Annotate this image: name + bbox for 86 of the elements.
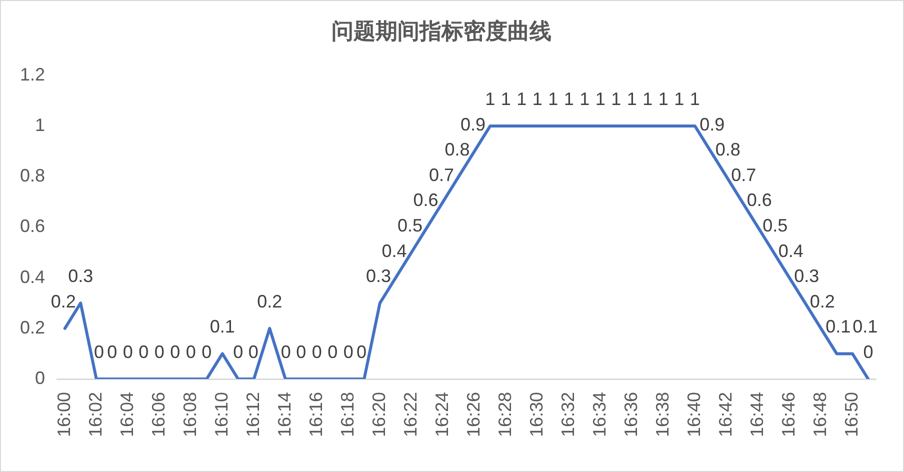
data-label: 1 (595, 89, 606, 109)
x-tick-label: 16:46 (778, 392, 798, 438)
x-tick-label: 16:48 (810, 392, 830, 438)
data-label: 0.1 (852, 316, 878, 337)
x-tick-label: 16:36 (620, 392, 641, 438)
x-tick-label: 16:22 (400, 392, 420, 438)
data-label: 0.1 (210, 316, 235, 337)
y-tick-label: 0.6 (20, 216, 45, 236)
data-label: 0.7 (731, 164, 756, 185)
data-label: 0.1 (826, 316, 851, 337)
data-label: 0.2 (50, 291, 76, 312)
y-tick-label: 0.8 (20, 166, 45, 186)
data-label: 1 (626, 89, 637, 109)
data-label: 1 (500, 89, 511, 109)
x-tick-label: 16:44 (746, 392, 767, 438)
y-tick-label: 1.2 (20, 64, 45, 84)
x-tick-label: 16:16 (306, 392, 326, 438)
x-tick-label: 16:26 (463, 392, 484, 438)
data-label: 1 (532, 89, 542, 109)
data-label: 0 (328, 342, 338, 362)
data-label: 0.6 (746, 190, 772, 210)
x-tick-label: 16:42 (715, 392, 736, 438)
x-tick-label: 16:00 (54, 392, 74, 438)
y-tick-label: 1 (34, 114, 45, 135)
x-tick-label: 16:06 (148, 392, 168, 438)
x-tick-label: 16:38 (652, 392, 672, 438)
data-label: 0.3 (68, 266, 94, 286)
data-label: 1 (674, 89, 684, 109)
data-label: 0.9 (700, 114, 725, 134)
data-label: 0 (154, 342, 164, 362)
y-tick-label: 0.4 (20, 266, 45, 287)
data-label: 0.2 (257, 291, 282, 312)
data-label: 0.2 (810, 291, 835, 312)
data-label: 0 (233, 342, 244, 362)
x-tick-label: 16:10 (211, 392, 232, 438)
x-tick-label: 16:04 (116, 392, 137, 438)
data-label: 1 (642, 89, 653, 109)
data-label: 0 (138, 342, 149, 362)
data-label: 1 (611, 89, 622, 109)
data-label: 0 (280, 342, 291, 362)
data-label: 0 (202, 342, 212, 362)
data-label: 0 (343, 342, 354, 362)
x-tick-label: 16:40 (684, 392, 704, 438)
data-label: 1 (658, 89, 668, 109)
data-label: 0.4 (382, 240, 407, 261)
data-label: 1 (564, 89, 574, 109)
data-label: 0 (94, 342, 104, 362)
x-tick-label: 16:24 (432, 392, 452, 438)
data-label: 1 (516, 89, 527, 109)
x-tick-label: 16:12 (242, 392, 263, 438)
data-label: 0.7 (428, 164, 454, 185)
x-tick-label: 16:14 (274, 392, 294, 438)
data-label: 0 (248, 342, 258, 362)
y-tick-label: 0 (34, 368, 45, 388)
data-label: 0 (122, 342, 133, 362)
data-label: 0.8 (715, 140, 740, 160)
x-tick-label: 16:32 (558, 392, 578, 438)
data-label: 1 (548, 89, 558, 109)
data-label: 0 (170, 342, 180, 362)
x-tick-label: 16:18 (337, 392, 358, 438)
y-tick-label: 0.2 (20, 317, 45, 338)
data-label: 0 (312, 342, 322, 362)
data-label: 1 (580, 89, 590, 109)
data-label: 0 (863, 342, 874, 362)
data-label: 0 (296, 342, 306, 362)
x-tick-label: 16:20 (368, 392, 389, 438)
data-label: 0.4 (778, 240, 804, 261)
data-label: 1 (690, 89, 700, 109)
x-tick-label: 16:50 (841, 392, 862, 438)
data-label: 0.8 (444, 140, 470, 160)
data-label: 0.3 (366, 266, 391, 286)
data-label: 0 (356, 342, 367, 362)
chart-title: 问题期间指标密度曲线 (332, 18, 552, 44)
x-tick-label: 16:28 (494, 392, 515, 438)
data-label: 0.5 (762, 216, 788, 236)
x-tick-label: 16:34 (589, 392, 610, 438)
x-tick-label: 16:02 (85, 392, 106, 438)
data-label: 0.9 (460, 114, 486, 134)
data-label: 0.6 (413, 190, 438, 210)
data-label: 1 (485, 89, 496, 109)
x-tick-label: 16:08 (180, 392, 200, 438)
data-label: 0.3 (794, 266, 820, 286)
data-label: 0.5 (397, 216, 422, 236)
data-label: 0 (186, 342, 196, 362)
x-tick-label: 16:30 (526, 392, 546, 438)
data-label: 0 (107, 342, 118, 362)
